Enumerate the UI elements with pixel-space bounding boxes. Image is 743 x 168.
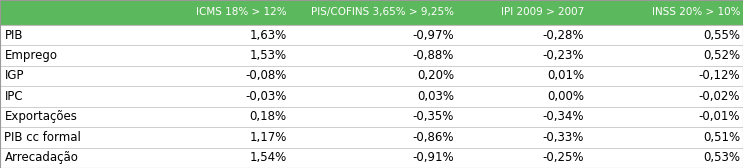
Text: 1,53%: 1,53% <box>250 49 287 62</box>
Text: -0,28%: -0,28% <box>542 29 584 42</box>
Text: -0,01%: -0,01% <box>698 110 740 123</box>
Text: Emprego: Emprego <box>4 49 57 62</box>
Text: INSS 20% > 10%: INSS 20% > 10% <box>652 7 740 17</box>
Text: 0,51%: 0,51% <box>703 131 740 144</box>
Text: IGP: IGP <box>4 70 24 82</box>
Text: 0,20%: 0,20% <box>417 70 454 82</box>
Text: Exportações: Exportações <box>4 110 77 123</box>
Text: IPI 2009 > 2007: IPI 2009 > 2007 <box>501 7 584 17</box>
Text: 0,18%: 0,18% <box>250 110 287 123</box>
Bar <box>0 0 743 25</box>
Text: 0,53%: 0,53% <box>703 151 740 164</box>
Bar <box>0 127 743 148</box>
Text: -0,12%: -0,12% <box>698 70 740 82</box>
Bar <box>0 66 743 86</box>
Text: 0,01%: 0,01% <box>547 70 584 82</box>
Text: -0,97%: -0,97% <box>412 29 454 42</box>
Text: -0,86%: -0,86% <box>412 131 454 144</box>
Text: 1,63%: 1,63% <box>250 29 287 42</box>
Bar <box>0 86 743 107</box>
Text: -0,91%: -0,91% <box>412 151 454 164</box>
Text: -0,08%: -0,08% <box>245 70 287 82</box>
Text: -0,03%: -0,03% <box>245 90 287 103</box>
Text: -0,88%: -0,88% <box>412 49 454 62</box>
Text: -0,34%: -0,34% <box>542 110 584 123</box>
Text: Arrecadação: Arrecadação <box>4 151 78 164</box>
Bar <box>0 107 743 127</box>
Text: 0,55%: 0,55% <box>703 29 740 42</box>
Text: IPC: IPC <box>4 90 23 103</box>
Bar <box>0 45 743 66</box>
Text: -0,35%: -0,35% <box>412 110 454 123</box>
Text: 1,54%: 1,54% <box>250 151 287 164</box>
Text: 1,17%: 1,17% <box>250 131 287 144</box>
Text: 0,52%: 0,52% <box>703 49 740 62</box>
Text: 0,00%: 0,00% <box>547 90 584 103</box>
Text: -0,23%: -0,23% <box>542 49 584 62</box>
Text: PIB: PIB <box>4 29 23 42</box>
Bar <box>0 148 743 168</box>
Text: -0,02%: -0,02% <box>698 90 740 103</box>
Bar <box>0 25 743 45</box>
Text: PIS/COFINS 3,65% > 9,25%: PIS/COFINS 3,65% > 9,25% <box>311 7 454 17</box>
Text: -0,25%: -0,25% <box>542 151 584 164</box>
Text: -0,33%: -0,33% <box>542 131 584 144</box>
Text: 0,03%: 0,03% <box>417 90 454 103</box>
Text: ICMS 18% > 12%: ICMS 18% > 12% <box>196 7 287 17</box>
Text: PIB cc formal: PIB cc formal <box>4 131 81 144</box>
